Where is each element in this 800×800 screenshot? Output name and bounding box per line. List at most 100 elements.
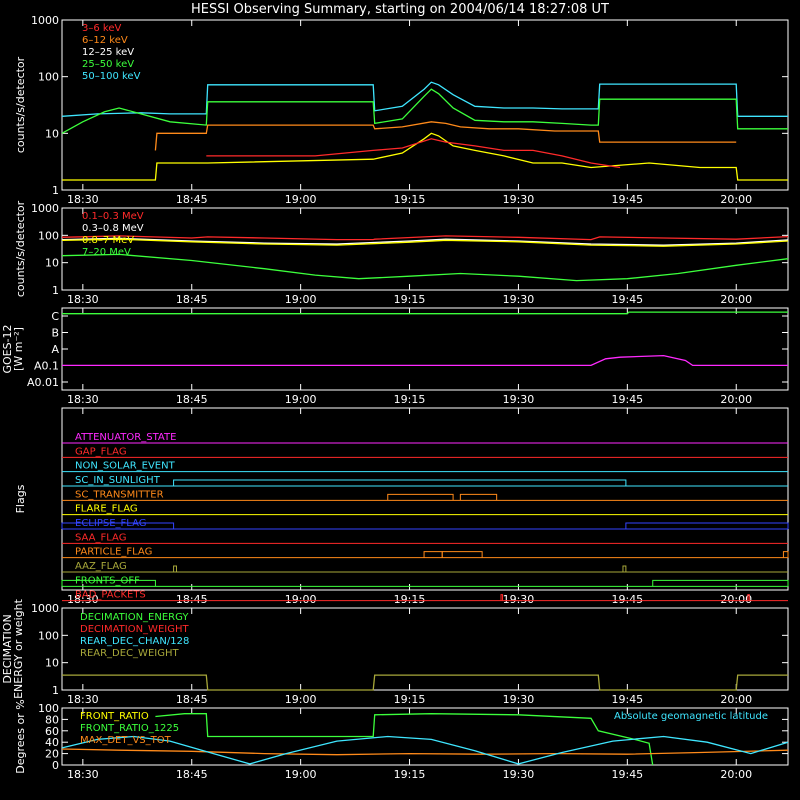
flag-label: FLARE_FLAG <box>75 504 138 515</box>
y-tick-label: 100 <box>38 71 59 84</box>
y-axis-label-2: ENERGY or weight <box>12 598 25 698</box>
y-tick-label: C <box>51 310 59 323</box>
x-tick-label: 18:45 <box>176 193 208 206</box>
series-line-highE-1 <box>61 237 789 246</box>
annotation: Absolute geomagnetic latitude <box>614 711 768 722</box>
series-line-lowE-2 <box>154 121 737 151</box>
panel-frame <box>61 607 789 691</box>
y-axis-label: counts/s/detector <box>14 200 27 297</box>
flag-label: FRONTS_OFF <box>75 575 140 586</box>
x-tick-label: 19:15 <box>394 293 426 306</box>
x-tick-label: 19:15 <box>394 768 426 781</box>
x-tick-label: 20:00 <box>720 593 752 606</box>
flag-segment <box>387 493 454 501</box>
panel-decim: 18:30 18:45 19:00 19:15 19:30 19:45 20:00 DECIM… <box>1 598 789 706</box>
legend-entry: REAR_DEC_WEIGHT <box>80 648 179 659</box>
x-tick-label: 18:30 <box>67 193 99 206</box>
y-tick-label: B <box>51 327 59 340</box>
x-tick-label: 20:00 <box>720 393 752 406</box>
x-tick-label: 19:00 <box>285 593 317 606</box>
panels: 18:30 18:45 19:00 19:15 19:30 19:45 20:00 count… <box>1 14 789 781</box>
x-tick-label: 18:30 <box>67 768 99 781</box>
flag-label: PARTICLE_FLAG <box>75 547 152 558</box>
y-tick-label: 10 <box>45 657 59 670</box>
y-axis-label: counts/s/detector <box>14 56 27 153</box>
series-line-highE-0 <box>61 235 789 241</box>
y-tick-label: 1000 <box>31 14 59 27</box>
y-tick-label: A <box>51 343 59 356</box>
legend-entry: 50–100 keV <box>82 71 141 82</box>
legend-entry: 0.8–7 MeV <box>82 235 134 246</box>
y-tick-label: 0 <box>52 759 59 772</box>
flag-segment <box>61 579 156 587</box>
flag-segment <box>173 479 627 486</box>
y-tick-label: 100 <box>38 229 59 242</box>
series-line-goes-1 <box>62 354 788 367</box>
y-axis-label-2: [W m⁻²] <box>12 327 25 371</box>
panel-lowE: 18:30 18:45 19:00 19:15 19:30 19:45 20:00 count… <box>14 14 789 206</box>
panel-frame <box>61 307 789 391</box>
y-axis-label: Flags <box>14 484 27 513</box>
series-line-lowE-0 <box>61 81 788 117</box>
flag-label: ATTENUATOR_STATE <box>75 432 176 443</box>
x-tick-label: 19:15 <box>394 393 426 406</box>
y-tick-label: 60 <box>45 725 59 738</box>
flag-label: SC_TRANSMITTER <box>75 489 164 500</box>
y-tick-label: 10 <box>45 127 59 140</box>
legend-entry: 12–25 keV <box>82 47 134 58</box>
x-tick-label: 19:45 <box>611 768 643 781</box>
x-tick-label: 18:30 <box>67 593 99 606</box>
y-axis-label: GOES-12 <box>1 324 14 373</box>
y-tick-label: 100 <box>38 702 59 715</box>
flag-segment <box>652 579 789 587</box>
legend-entry: DECIMATION_WEIGHT <box>80 624 189 635</box>
y-axis-label: Degrees or % <box>14 699 27 773</box>
chart-title: HESSI Observing Summary, starting on 200… <box>191 2 609 17</box>
series-line-goes-0 <box>62 311 788 315</box>
y-tick-label: 40 <box>45 736 59 749</box>
series-line-ratio-0 <box>155 713 654 766</box>
legend-entry: 6–12 keV <box>82 35 128 46</box>
legend-entry: FRONT_RATIO_1225 <box>80 723 179 734</box>
x-tick-label: 20:00 <box>720 193 752 206</box>
x-tick-label: 19:45 <box>611 293 643 306</box>
x-tick-label: 19:30 <box>503 293 535 306</box>
legend-entry: 0.1–0.3 MeV <box>82 211 144 222</box>
x-tick-label: 18:45 <box>176 293 208 306</box>
x-tick-label: 19:45 <box>611 693 643 706</box>
flag-segment <box>423 551 443 558</box>
flag-label: BAD_PACKETS <box>75 590 146 601</box>
panel-frame <box>61 407 789 591</box>
x-tick-label: 18:30 <box>67 393 99 406</box>
y-tick-label: 10 <box>45 257 59 270</box>
panel-flags: 18:30 18:45 19:00 19:15 19:30 19:45 20:00 Flags… <box>14 407 789 606</box>
x-tick-label: 19:00 <box>285 693 317 706</box>
legend-entry: FRONT_RATIO <box>80 711 149 722</box>
x-tick-label: 19:15 <box>394 693 426 706</box>
flag-segment <box>625 522 789 529</box>
flag-segment <box>173 565 177 572</box>
x-tick-label: 19:30 <box>503 193 535 206</box>
x-tick-label: 19:30 <box>503 393 535 406</box>
flag-label: SAA_FLAG <box>75 532 126 543</box>
y-tick-label: 80 <box>45 713 59 726</box>
panel-highE: 18:30 18:45 19:00 19:15 19:30 19:45 20:00 count… <box>14 200 789 306</box>
x-tick-label: 18:30 <box>67 693 99 706</box>
x-tick-label: 19:00 <box>285 393 317 406</box>
panel-frame <box>61 207 789 291</box>
x-tick-label: 19:30 <box>503 768 535 781</box>
legend-entry: 3–6 keV <box>82 23 121 34</box>
y-tick-label: 1000 <box>31 202 59 215</box>
panel-frame <box>61 707 789 766</box>
flag-label: AAZ_FLAG <box>75 561 127 572</box>
series-line-highE-2 <box>61 238 789 247</box>
x-tick-label: 19:00 <box>285 293 317 306</box>
y-tick-label: 1 <box>52 184 59 197</box>
series-line-ratio-1 <box>61 748 789 756</box>
x-tick-label: 19:45 <box>611 593 643 606</box>
legend-entry: 25–50 keV <box>82 59 134 70</box>
x-tick-label: 18:45 <box>176 768 208 781</box>
legend-entry: MAX_DET_VS_TOT <box>80 735 172 746</box>
x-tick-label: 19:30 <box>503 593 535 606</box>
